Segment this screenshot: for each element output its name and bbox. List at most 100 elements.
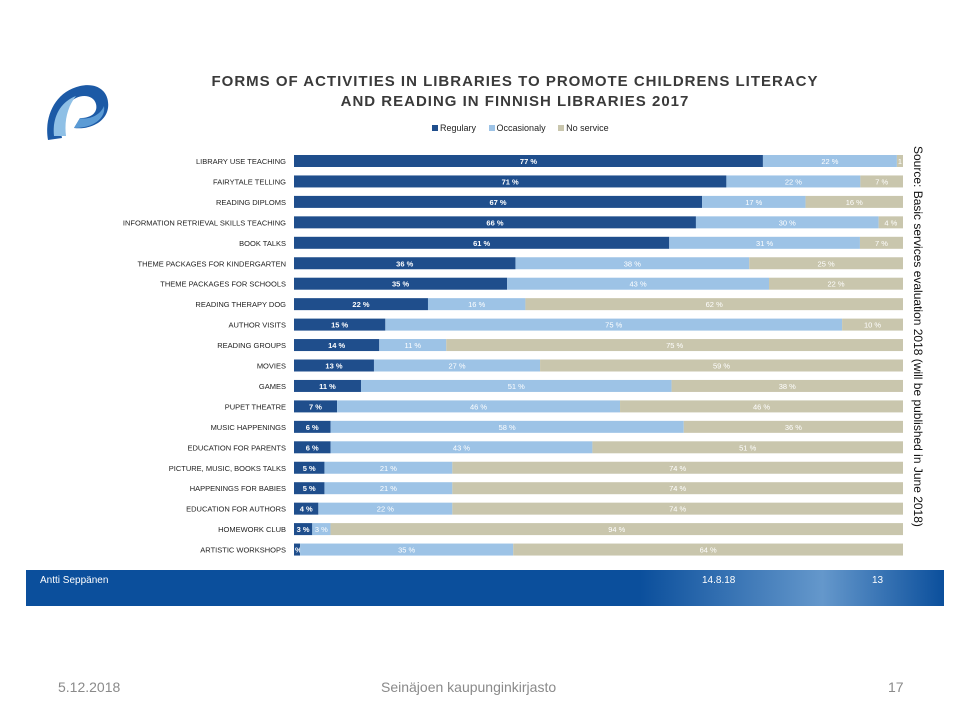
data-label-no-service-movies: 59 % — [713, 362, 730, 371]
data-label-occasionaly-education-for-authors: 22 % — [377, 505, 394, 514]
data-label-occasionaly-reading-therapy-dog: 16 % — [468, 300, 485, 309]
legend-label-no-service: No service — [566, 122, 609, 133]
data-label-no-service-homework-club: 94 % — [608, 525, 625, 534]
legend-swatch-no-service — [558, 124, 565, 131]
data-label-no-service-picture-music-books-talks: 74 % — [669, 464, 686, 473]
category-label-reading-diploms: READING DIPLOMS — [216, 198, 286, 207]
bar-regulary-reading-therapy-dog — [294, 298, 428, 311]
data-label-occasionaly-fairytale-telling: 22 % — [785, 177, 802, 186]
data-label-no-service-reading-therapy-dog: 62 % — [706, 300, 723, 309]
data-label-no-service-reading-diploms: 16 % — [846, 198, 863, 207]
data-label-regulary-reading-therapy-dog: 22 % — [352, 300, 369, 309]
bar-regulary-library-use-teaching — [294, 155, 763, 167]
slide-footer-center: Seinäjoen kaupunginkirjasto — [381, 679, 557, 695]
chart-title: FORMS OF ACTIVITIES IN LIBRARIES TO PROM… — [150, 72, 880, 112]
data-label-occasionaly-library-use-teaching: 22 % — [821, 157, 838, 166]
data-label-no-service-pupet-theatre: 46 % — [753, 402, 770, 411]
inner-footer-date: 14.8.18 — [702, 575, 736, 586]
bar-regulary-education-for-authors — [294, 502, 319, 515]
bar-occasionaly-author-visits — [385, 318, 843, 331]
category-label-reading-therapy-dog: READING THERAPY DOG — [195, 300, 286, 309]
data-label-occasionaly-education-for-parents: 43 % — [453, 443, 470, 452]
bar-occasionaly-reading-groups — [379, 339, 447, 352]
data-label-no-service-fairytale-telling: 7 % — [875, 177, 888, 186]
bar-no-service-homework-club — [330, 523, 903, 536]
data-label-occasionaly-games: 51 % — [508, 382, 525, 391]
data-label-no-service-information-retrieval-skills-teaching: 4 % — [884, 218, 897, 227]
data-label-occasionaly-artistic-workshops: 35 % — [398, 546, 415, 555]
bar-occasionaly-reading-therapy-dog — [427, 298, 526, 311]
bar-occasionaly-homework-club — [312, 523, 331, 536]
legend-item-no-service: No service — [558, 122, 609, 133]
bar-no-service-education-for-authors — [452, 502, 903, 515]
bar-no-service-pupet-theatre — [620, 400, 903, 413]
category-label-theme-packages-for-kindergarten: THEME PACKAGES FOR KINDERGARTEN — [138, 259, 287, 268]
category-label-movies: MOVIES — [257, 362, 286, 371]
legend-label-occasionaly: Occasionaly — [496, 122, 546, 133]
bar-regulary-information-retrieval-skills-teaching — [294, 216, 696, 229]
bar-no-service-theme-packages-for-schools — [769, 277, 903, 290]
data-label-occasionaly-movies: 27 % — [448, 362, 465, 371]
category-label-pupet-theatre: PUPET THEATRE — [225, 402, 286, 411]
data-label-regulary-author-visits: 15 % — [331, 321, 348, 330]
bar-regulary-reading-diploms — [294, 195, 703, 208]
inner-footer-highlight — [640, 570, 944, 606]
bar-no-service-music-happenings — [683, 420, 903, 433]
bar-occasionaly-book-talks — [669, 236, 860, 249]
data-label-occasionaly-music-happenings: 58 % — [499, 423, 516, 432]
embedded-slide — [26, 64, 944, 606]
bar-no-service-reading-groups — [446, 339, 903, 352]
bar-occasionaly-education-for-authors — [318, 502, 453, 515]
category-label-music-happenings: MUSIC HAPPENINGS — [211, 423, 286, 432]
category-label-fairytale-telling: FAIRYTALE TELLING — [213, 177, 286, 186]
bar-occasionaly-fairytale-telling — [726, 175, 861, 188]
category-label-theme-packages-for-schools: THEME PACKAGES FOR SCHOOLS — [160, 280, 286, 289]
category-label-picture-music-books-talks: PICTURE, MUSIC, BOOKS TALKS — [169, 464, 286, 473]
data-label-no-service-book-talks: 7 % — [875, 239, 888, 248]
data-label-occasionaly-theme-packages-for-kindergarten: 38 % — [624, 259, 641, 268]
bar-regulary-pupet-theatre — [294, 400, 338, 413]
slide-footer-date: 5.12.2018 — [58, 679, 121, 695]
bar-no-service-library-use-teaching — [896, 155, 903, 167]
data-label-no-service-reading-groups: 75 % — [666, 341, 683, 350]
bar-occasionaly-movies — [373, 359, 541, 372]
legend-item-regulary: Regulary — [432, 122, 476, 133]
bar-no-service-reading-diploms — [805, 195, 903, 208]
legend-swatch-occasionaly — [488, 124, 495, 131]
bar-occasionaly-happenings-for-babies — [324, 482, 453, 495]
data-label-occasionaly-book-talks: 31 % — [756, 239, 773, 248]
category-label-happenings-for-babies: HAPPENINGS FOR BABIES — [190, 484, 286, 493]
data-label-occasionaly-pupet-theatre: 46 % — [470, 402, 487, 411]
data-label-regulary-book-talks: 61 % — [473, 239, 490, 248]
data-label-occasionaly-theme-packages-for-schools: 43 % — [630, 280, 647, 289]
category-label-reading-groups: READING GROUPS — [217, 341, 286, 350]
category-label-education-for-parents: EDUCATION FOR PARENTS — [188, 443, 286, 452]
data-label-regulary-music-happenings: 6 % — [306, 423, 319, 432]
data-label-occasionaly-reading-diploms: 17 % — [745, 198, 762, 207]
data-label-no-service-happenings-for-babies: 74 % — [669, 484, 686, 493]
data-label-regulary-theme-packages-for-schools: 35 % — [392, 280, 409, 289]
legend-label-regulary: Regulary — [440, 122, 477, 133]
chart-legend: Regulary Occasionaly No service — [432, 122, 619, 133]
category-label-library-use-teaching: LIBRARY USE TEACHING — [196, 157, 286, 166]
bar-occasionaly-games — [360, 379, 672, 392]
data-label-regulary-happenings-for-babies: 5 % — [303, 484, 316, 493]
data-label-regulary-education-for-parents: 6 % — [306, 443, 319, 452]
data-label-occasionaly-happenings-for-babies: 21 % — [380, 484, 397, 493]
category-label-games: GAMES — [259, 382, 286, 391]
bar-regulary-music-happenings — [294, 420, 331, 433]
bar-occasionaly-reading-diploms — [702, 195, 806, 208]
slide-footer-page: 17 — [888, 679, 904, 695]
bar-no-service-book-talks — [859, 236, 903, 249]
bar-no-service-reading-therapy-dog — [525, 298, 903, 311]
bar-no-service-fairytale-telling — [860, 175, 903, 188]
data-label-regulary-pupet-theatre: 7 % — [309, 402, 322, 411]
bar-occasionaly-theme-packages-for-kindergarten — [515, 257, 750, 270]
category-label-information-retrieval-skills-teaching: INFORMATION RETRIEVAL SKILLS TEACHING — [123, 218, 286, 227]
bar-regulary-homework-club — [294, 523, 313, 536]
bar-regulary-reading-groups — [294, 339, 380, 352]
data-label-regulary-artistic-workshops: % — [295, 546, 302, 555]
bar-regulary-games — [294, 379, 361, 392]
bar-occasionaly-theme-packages-for-schools — [507, 277, 770, 290]
